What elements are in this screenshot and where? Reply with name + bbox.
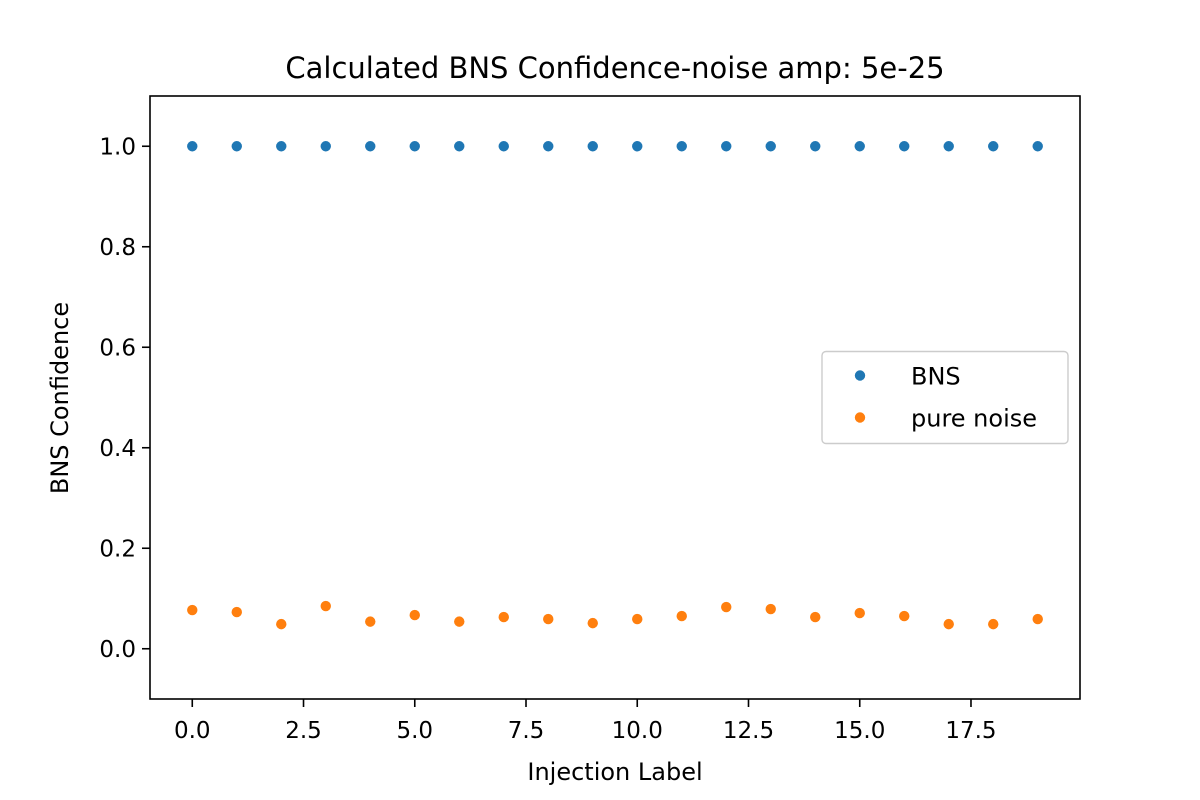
data-point-pure-noise-8 xyxy=(543,613,554,625)
data-point-pure-noise-18 xyxy=(988,618,999,630)
data-point-BNS-13 xyxy=(765,141,776,152)
data-point-BNS-4 xyxy=(365,141,376,152)
data-point-BNS-0 xyxy=(187,141,198,152)
data-point-BNS-1 xyxy=(231,141,242,152)
data-point-pure-noise-11 xyxy=(676,610,687,622)
data-point-pure-noise-14 xyxy=(810,611,821,623)
data-point-pure-noise-16 xyxy=(899,610,910,622)
x-tick-label: 7.5 xyxy=(508,718,545,744)
data-point-BNS-18 xyxy=(988,141,999,152)
x-axis-label: Injection Label xyxy=(527,758,702,786)
legend-marker-pure-noise xyxy=(854,412,866,423)
data-point-BNS-5 xyxy=(409,141,420,152)
data-point-pure-noise-1 xyxy=(231,606,242,618)
data-point-pure-noise-5 xyxy=(409,609,420,621)
x-tick-label: 17.5 xyxy=(945,718,996,744)
legend: BNS pure noise xyxy=(821,350,1069,445)
y-tick-label: 0.2 xyxy=(99,536,136,562)
data-point-BNS-12 xyxy=(721,141,732,152)
data-point-BNS-14 xyxy=(810,141,821,152)
x-tick-label: 15.0 xyxy=(834,718,885,744)
y-tick-label: 0.0 xyxy=(99,637,136,663)
data-point-pure-noise-10 xyxy=(632,613,643,625)
legend-label-pure-noise: pure noise xyxy=(911,405,1037,433)
legend-box xyxy=(821,350,1069,445)
y-tick-label: 0.8 xyxy=(99,235,136,261)
data-point-BNS-16 xyxy=(899,141,910,152)
x-tick-label: 12.5 xyxy=(723,718,774,744)
x-axis: 0.0 2.5 5.0 7.5 10.0 12.5 15.0 17.5 xyxy=(174,699,997,744)
series-BNS xyxy=(187,141,1043,152)
x-tick-label: 5.0 xyxy=(396,718,433,744)
x-tick-label: 10.0 xyxy=(612,718,663,744)
y-tick-label: 1.0 xyxy=(99,134,136,160)
data-point-BNS-9 xyxy=(587,141,598,152)
data-point-BNS-7 xyxy=(498,141,509,152)
data-point-pure-noise-7 xyxy=(498,611,509,623)
data-point-BNS-8 xyxy=(543,141,554,152)
legend-label-BNS: BNS xyxy=(911,363,961,391)
data-point-BNS-15 xyxy=(854,141,865,152)
data-point-pure-noise-2 xyxy=(276,618,287,630)
legend-marker-BNS xyxy=(854,370,866,381)
plot-frame xyxy=(149,95,1081,700)
data-point-BNS-17 xyxy=(943,141,954,152)
y-tick-label: 0.6 xyxy=(99,335,136,361)
data-point-BNS-6 xyxy=(454,141,465,152)
y-axis: 0.0 0.2 0.4 0.6 0.8 1.0 xyxy=(99,134,150,663)
data-point-pure-noise-17 xyxy=(943,618,954,630)
data-point-pure-noise-13 xyxy=(765,603,776,615)
x-tick-label: 2.5 xyxy=(285,718,322,744)
data-point-pure-noise-6 xyxy=(454,616,465,627)
data-point-BNS-19 xyxy=(1032,141,1043,152)
plot-area xyxy=(187,141,1043,630)
y-tick-label: 0.4 xyxy=(99,436,136,462)
data-point-pure-noise-12 xyxy=(721,601,732,613)
data-point-BNS-3 xyxy=(320,141,331,152)
data-point-BNS-2 xyxy=(276,141,287,152)
y-axis-label: BNS Confidence xyxy=(46,302,74,494)
data-point-pure-noise-4 xyxy=(365,616,376,627)
data-point-pure-noise-19 xyxy=(1032,613,1043,625)
data-point-BNS-10 xyxy=(632,141,643,152)
data-point-pure-noise-15 xyxy=(854,607,865,619)
chart-title: Calculated BNS Confidence-noise amp: 5e-… xyxy=(285,51,944,85)
data-point-pure-noise-9 xyxy=(587,617,598,629)
x-tick-label: 0.0 xyxy=(174,718,211,744)
data-point-BNS-11 xyxy=(676,141,687,152)
data-point-pure-noise-0 xyxy=(187,604,198,616)
data-point-pure-noise-3 xyxy=(320,600,331,612)
series-pure-noise xyxy=(187,600,1043,630)
